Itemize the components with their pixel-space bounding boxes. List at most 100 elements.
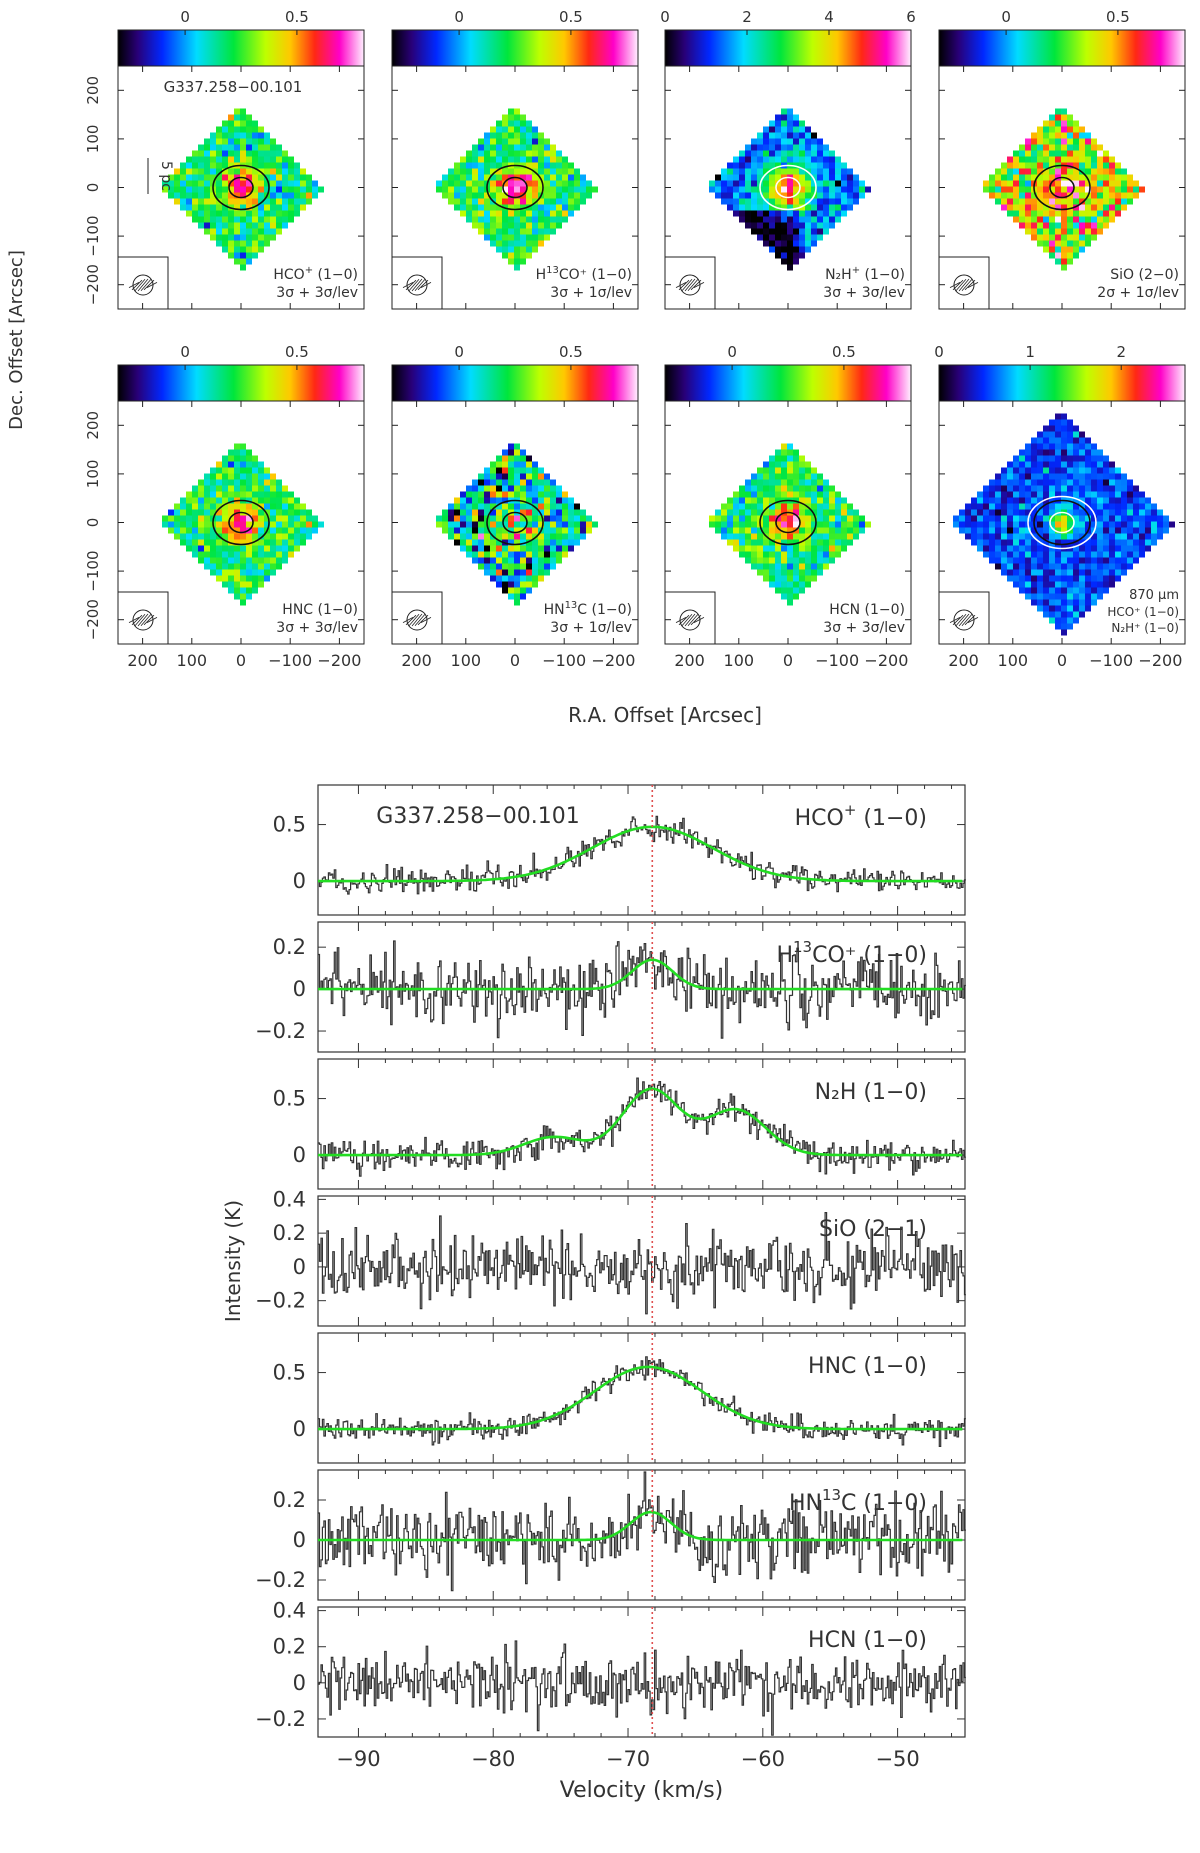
map-pixel bbox=[1073, 593, 1079, 600]
map-pixel bbox=[538, 186, 544, 193]
spectrum-source-name: G337.258−00.101 bbox=[376, 804, 579, 829]
map-pixel bbox=[835, 521, 841, 528]
map-pixel bbox=[258, 539, 264, 546]
map-pixel bbox=[823, 485, 829, 492]
map-pixel bbox=[198, 210, 204, 217]
map-pixel bbox=[520, 174, 526, 181]
map-pixel bbox=[983, 497, 989, 504]
map-pixel bbox=[180, 168, 186, 175]
map-pixel bbox=[562, 527, 568, 534]
map-pixel bbox=[1127, 515, 1133, 522]
map-pixel bbox=[1037, 234, 1043, 241]
map-pixel bbox=[1061, 216, 1067, 223]
contour bbox=[486, 164, 544, 211]
map-pixel bbox=[1133, 539, 1139, 546]
map-pixel bbox=[1049, 587, 1055, 594]
map-pixel bbox=[775, 485, 781, 492]
map-pixel bbox=[502, 521, 508, 528]
map-pixel bbox=[1127, 551, 1133, 558]
map-pixel bbox=[276, 174, 282, 181]
map-pixel bbox=[1115, 521, 1121, 528]
map-pixel bbox=[1055, 114, 1061, 121]
map-pixel bbox=[520, 252, 526, 259]
map-pixel bbox=[1109, 192, 1115, 199]
map-pixel bbox=[799, 246, 805, 253]
map-pixel bbox=[210, 539, 216, 546]
map-pixel bbox=[520, 581, 526, 588]
map-pixel bbox=[466, 156, 472, 163]
map-pixel bbox=[977, 533, 983, 540]
map-pixel bbox=[216, 222, 222, 229]
map-pixel bbox=[484, 563, 490, 570]
contour bbox=[1033, 164, 1091, 211]
map-pixel bbox=[763, 521, 769, 528]
map-pixel bbox=[454, 509, 460, 516]
map-pixel bbox=[562, 515, 568, 522]
map-pixel bbox=[1073, 138, 1079, 145]
x-tick-label: 200 bbox=[127, 651, 158, 670]
map-pixel bbox=[799, 521, 805, 528]
map-pixel bbox=[983, 509, 989, 516]
map-pixel bbox=[1121, 527, 1127, 534]
map-pixel bbox=[1097, 222, 1103, 229]
map-pixel bbox=[204, 168, 210, 175]
map-pixel bbox=[1103, 497, 1109, 504]
map-pixel bbox=[823, 539, 829, 546]
map-pixel bbox=[745, 180, 751, 187]
map-pixel bbox=[490, 204, 496, 211]
map-pixel bbox=[811, 503, 817, 510]
map-pixel bbox=[1013, 216, 1019, 223]
map-pixel bbox=[1019, 192, 1025, 199]
map-pixel bbox=[811, 162, 817, 169]
map-pixel bbox=[586, 192, 592, 199]
map-pixel bbox=[192, 156, 198, 163]
map-pixel bbox=[562, 491, 568, 498]
map-pixel bbox=[174, 503, 180, 510]
map-pixel bbox=[847, 515, 853, 522]
map-pixel bbox=[228, 491, 234, 498]
beam-hatch bbox=[417, 279, 429, 291]
map-pixel bbox=[228, 222, 234, 229]
map-pixel bbox=[823, 144, 829, 151]
map-pixel bbox=[508, 132, 514, 139]
map-pixel bbox=[835, 545, 841, 552]
gaussian-fit bbox=[318, 1087, 963, 1157]
beam-hatch bbox=[137, 278, 149, 292]
map-pixel bbox=[532, 216, 538, 223]
map-pixel bbox=[751, 180, 757, 187]
map-pixel bbox=[502, 467, 508, 474]
map-pixel bbox=[460, 527, 466, 534]
map-pixel bbox=[965, 527, 971, 534]
map-pixel bbox=[592, 521, 598, 528]
map-pixel bbox=[550, 539, 556, 546]
map-pixel bbox=[1067, 174, 1073, 181]
map-pixel bbox=[186, 509, 192, 516]
map-pixel bbox=[210, 545, 216, 552]
map-pixel bbox=[1055, 623, 1061, 630]
map-pixel bbox=[246, 258, 252, 265]
y-tick-label: −0.2 bbox=[255, 1289, 306, 1313]
map-pixel bbox=[556, 515, 562, 522]
map-pixel bbox=[1061, 527, 1067, 534]
map-pixel bbox=[1115, 192, 1121, 199]
spectrum-label-main: HNC (1−0) bbox=[808, 1354, 927, 1379]
map-pixel bbox=[466, 497, 472, 504]
map-pixel bbox=[769, 509, 775, 516]
map-pixel bbox=[977, 545, 983, 552]
map-pixel bbox=[186, 192, 192, 199]
map-pixel bbox=[835, 174, 841, 181]
map-pixel bbox=[180, 162, 186, 169]
map-pixel bbox=[234, 138, 240, 145]
map-pixel bbox=[264, 216, 270, 223]
map-pixel bbox=[544, 473, 550, 480]
map-pixel bbox=[715, 509, 721, 516]
map-pixel bbox=[977, 503, 983, 510]
map-pixel bbox=[574, 168, 580, 175]
map-pixel bbox=[270, 180, 276, 187]
map-pixel bbox=[1061, 455, 1067, 462]
map-pixel bbox=[216, 180, 222, 187]
map-pixel bbox=[757, 467, 763, 474]
map-pixel bbox=[490, 527, 496, 534]
map-pixel bbox=[787, 132, 793, 139]
map-pixel bbox=[484, 228, 490, 235]
